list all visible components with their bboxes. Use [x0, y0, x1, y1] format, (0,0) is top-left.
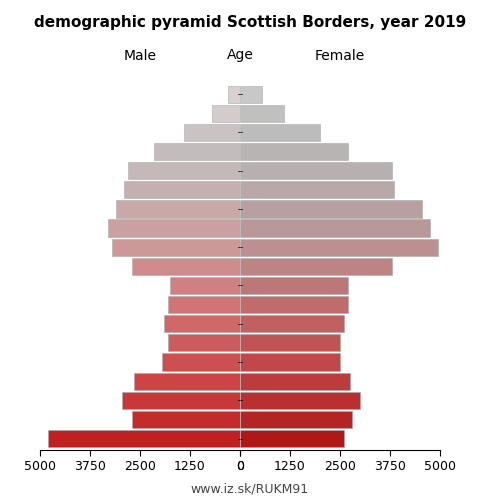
Bar: [240, 277, 348, 294]
Bar: [240, 296, 348, 313]
Bar: [132, 258, 240, 275]
Bar: [124, 181, 240, 198]
Bar: [134, 372, 240, 390]
Bar: [240, 124, 320, 141]
Bar: [170, 277, 240, 294]
Text: 40: 40: [244, 279, 260, 292]
Bar: [128, 162, 240, 180]
Bar: [240, 430, 344, 447]
Bar: [168, 334, 240, 351]
Bar: [240, 354, 340, 370]
Bar: [116, 200, 240, 218]
Text: Female: Female: [315, 48, 365, 62]
Bar: [240, 334, 340, 351]
Bar: [240, 162, 392, 180]
Text: demographic pyramid Scottish Borders, year 2019: demographic pyramid Scottish Borders, ye…: [34, 15, 466, 30]
Bar: [154, 143, 240, 160]
Bar: [240, 143, 348, 160]
Text: 30: 30: [244, 317, 260, 330]
Bar: [184, 124, 240, 141]
Bar: [162, 354, 240, 370]
Bar: [212, 104, 240, 122]
Text: Age: Age: [226, 48, 254, 62]
Bar: [240, 86, 262, 102]
Bar: [240, 200, 422, 218]
Text: 50: 50: [244, 240, 260, 254]
Bar: [228, 86, 240, 102]
Bar: [240, 411, 352, 428]
Text: Male: Male: [124, 48, 156, 62]
Bar: [240, 220, 430, 236]
Bar: [108, 220, 240, 236]
Text: 10: 10: [244, 394, 260, 407]
Bar: [240, 258, 392, 275]
Bar: [240, 181, 394, 198]
Bar: [240, 315, 344, 332]
Bar: [164, 315, 240, 332]
Bar: [240, 104, 284, 122]
Text: www.iz.sk/RUKM91: www.iz.sk/RUKM91: [191, 482, 309, 495]
Bar: [240, 372, 350, 390]
Text: 80: 80: [244, 126, 260, 139]
Bar: [240, 392, 360, 409]
Bar: [112, 238, 240, 256]
Text: 70: 70: [244, 164, 260, 177]
Text: 60: 60: [244, 202, 260, 215]
Bar: [122, 392, 240, 409]
Bar: [240, 238, 438, 256]
Bar: [168, 296, 240, 313]
Bar: [132, 411, 240, 428]
Bar: [48, 430, 240, 447]
Text: 0: 0: [244, 432, 252, 445]
Text: 20: 20: [244, 356, 260, 368]
Text: 90: 90: [244, 88, 260, 101]
